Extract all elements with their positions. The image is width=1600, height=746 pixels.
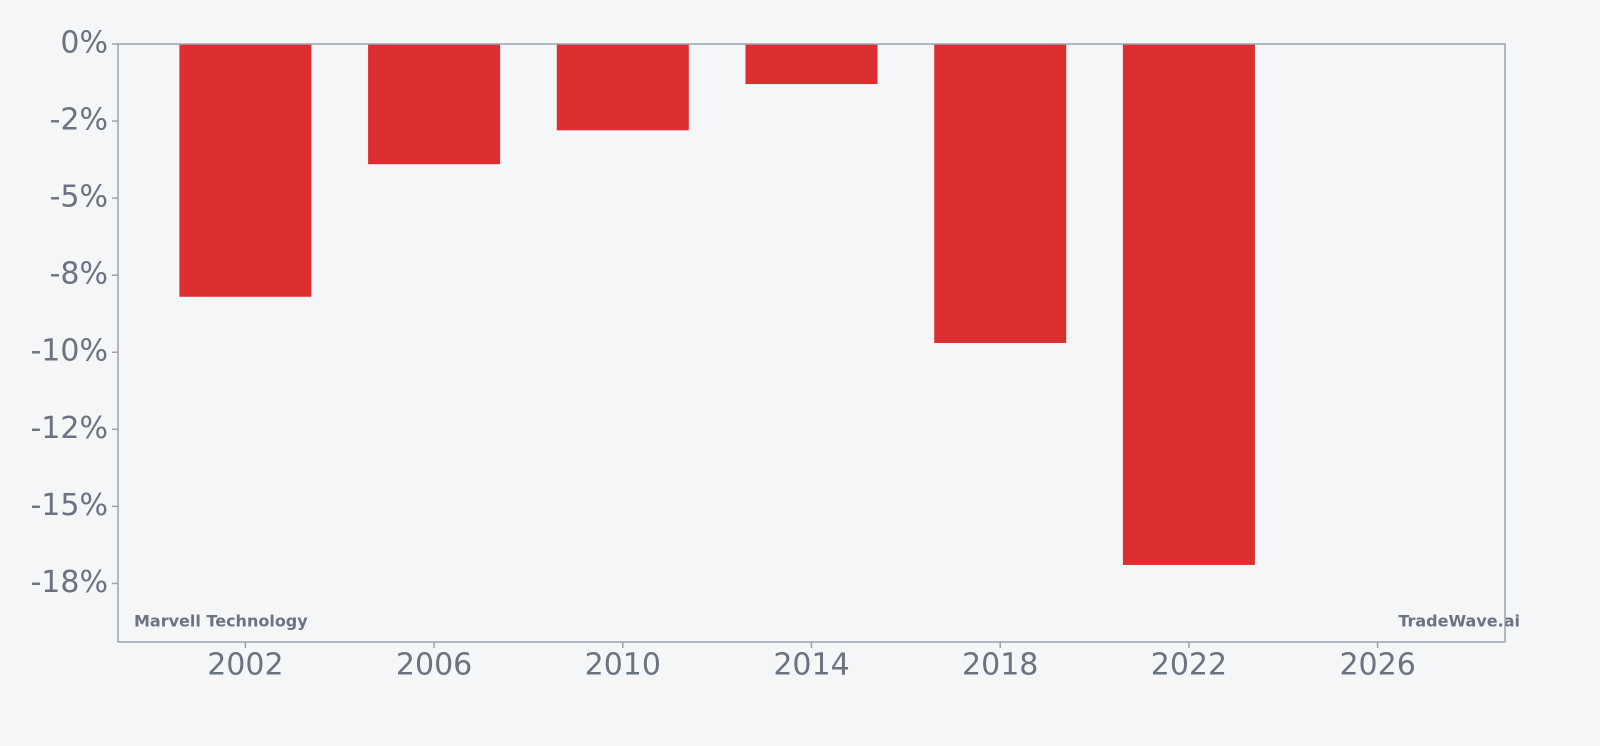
y-tick-label: -5% — [50, 180, 108, 215]
bar — [179, 44, 312, 297]
y-tick-label: -10% — [30, 334, 108, 369]
x-tick-label: 2010 — [585, 648, 661, 683]
y-tick-label: -18% — [30, 565, 108, 600]
y-tick-label: -15% — [30, 488, 108, 523]
bar — [745, 44, 878, 85]
y-tick-label: -8% — [50, 257, 108, 292]
bar — [556, 44, 689, 131]
y-tick-label: 0% — [60, 26, 108, 61]
x-tick-label: 2014 — [773, 648, 849, 683]
bar — [1122, 44, 1255, 565]
x-tick-label: 2022 — [1151, 648, 1227, 683]
bar — [934, 44, 1067, 343]
x-tick-label: 2006 — [396, 648, 472, 683]
y-tick-label: -2% — [50, 103, 108, 138]
x-tick-label: 2026 — [1339, 648, 1415, 683]
x-tick-label: 2002 — [207, 648, 283, 683]
company-label: Marvell Technology — [134, 612, 308, 631]
source-label: TradeWave.ai — [1398, 612, 1520, 631]
x-tick-label: 2018 — [962, 648, 1038, 683]
y-tick-label: -12% — [30, 411, 108, 446]
bar — [368, 44, 501, 165]
